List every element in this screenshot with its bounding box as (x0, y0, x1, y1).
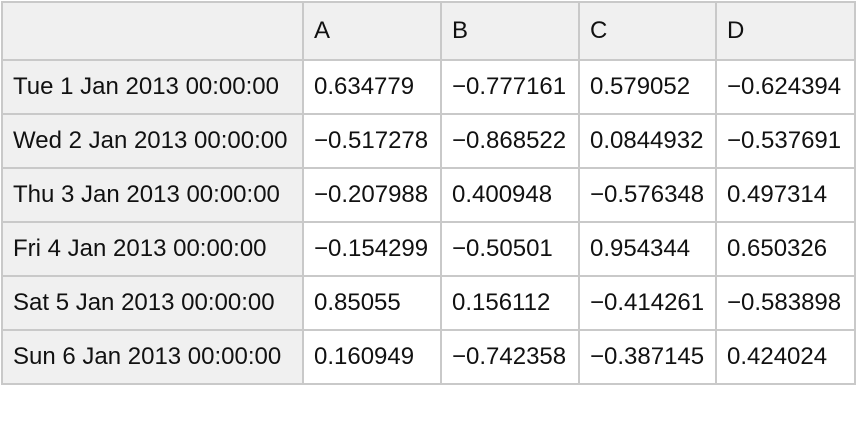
row-header-cell: Wed 2 Jan 2013 00:00:00 (1, 113, 304, 169)
column-header-c: C (578, 1, 717, 61)
table-row: Thu 3 Jan 2013 00:00:00 −0.207988 0.4009… (1, 167, 856, 223)
table-cell: −0.868522 (440, 113, 580, 169)
table-body: Tue 1 Jan 2013 00:00:00 0.634779 −0.7771… (1, 59, 856, 385)
header-row: A B C D (1, 1, 856, 61)
table-row: Sun 6 Jan 2013 00:00:00 0.160949 −0.7423… (1, 329, 856, 385)
table-cell: 0.634779 (302, 59, 442, 115)
table-row: Sat 5 Jan 2013 00:00:00 0.85055 0.156112… (1, 275, 856, 331)
table-cell: 0.579052 (578, 59, 717, 115)
table-cell: −0.583898 (715, 275, 856, 331)
table-cell: −0.742358 (440, 329, 580, 385)
data-table: A B C D Tue 1 Jan 2013 00:00:00 0.634779… (1, 1, 856, 385)
table-cell: 0.85055 (302, 275, 442, 331)
table-cell: 0.424024 (715, 329, 856, 385)
table-cell: 0.0844932 (578, 113, 717, 169)
column-header-b: B (440, 1, 580, 61)
table-cell: −0.777161 (440, 59, 580, 115)
table-cell: −0.414261 (578, 275, 717, 331)
table-header: A B C D (1, 1, 856, 61)
column-header-d: D (715, 1, 856, 61)
table-row: Wed 2 Jan 2013 00:00:00 −0.517278 −0.868… (1, 113, 856, 169)
row-header-cell: Fri 4 Jan 2013 00:00:00 (1, 221, 304, 277)
table-cell: −0.207988 (302, 167, 442, 223)
table-cell: 0.650326 (715, 221, 856, 277)
table-cell: −0.537691 (715, 113, 856, 169)
table-cell: 0.954344 (578, 221, 717, 277)
table-cell: −0.624394 (715, 59, 856, 115)
table-row: Fri 4 Jan 2013 00:00:00 −0.154299 −0.505… (1, 221, 856, 277)
column-header-a: A (302, 1, 442, 61)
table-cell: −0.387145 (578, 329, 717, 385)
table-row: Tue 1 Jan 2013 00:00:00 0.634779 −0.7771… (1, 59, 856, 115)
table-cell: −0.50501 (440, 221, 580, 277)
table-cell: 0.160949 (302, 329, 442, 385)
table-cell: 0.400948 (440, 167, 580, 223)
table-cell: −0.576348 (578, 167, 717, 223)
table-cell: 0.156112 (440, 275, 580, 331)
row-header-cell: Thu 3 Jan 2013 00:00:00 (1, 167, 304, 223)
table-cell: 0.497314 (715, 167, 856, 223)
row-header-cell: Sat 5 Jan 2013 00:00:00 (1, 275, 304, 331)
table-cell: −0.154299 (302, 221, 442, 277)
corner-header-cell (1, 1, 304, 61)
table-cell: −0.517278 (302, 113, 442, 169)
row-header-cell: Tue 1 Jan 2013 00:00:00 (1, 59, 304, 115)
row-header-cell: Sun 6 Jan 2013 00:00:00 (1, 329, 304, 385)
